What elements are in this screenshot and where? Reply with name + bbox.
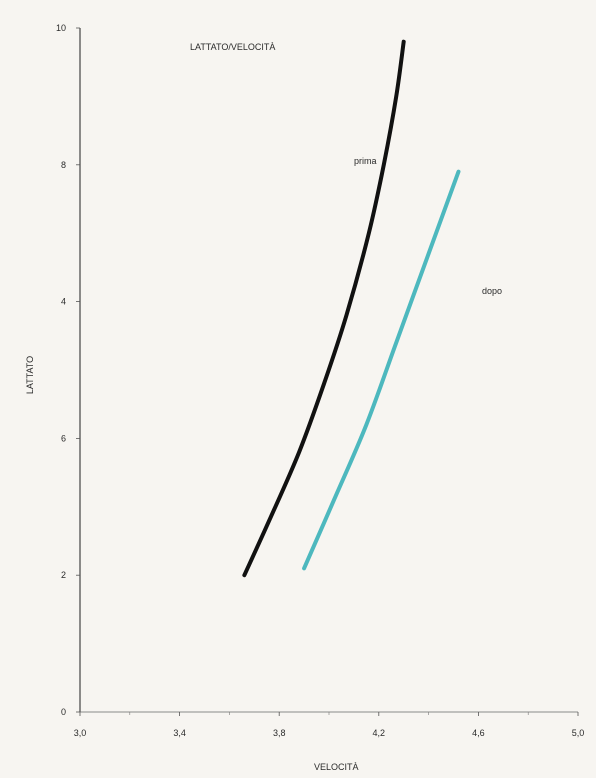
series-label-dopo: dopo: [482, 286, 502, 296]
y-tick-label: 6: [61, 433, 66, 443]
y-tick-label: 4: [61, 297, 66, 307]
x-tick-label: 4,6: [472, 728, 485, 738]
series-label-prima: prima: [354, 156, 377, 166]
y-tick-label: 10: [56, 23, 66, 33]
x-tick-label: 3,0: [74, 728, 87, 738]
y-tick-label: 2: [61, 570, 66, 580]
series-line-prima: [242, 39, 406, 578]
x-axis-label: VELOCITÀ: [314, 762, 359, 772]
x-tick-label: 5,0: [572, 728, 585, 738]
y-axis-label: LATTATO: [25, 356, 35, 394]
x-ticks: 3,0 3,4 3,8 4,2 4,6 5,0: [74, 712, 585, 738]
x-tick-label: 4,2: [373, 728, 386, 738]
series-layer: [242, 39, 461, 578]
y-ticks: 0 2 6 4 8 10: [56, 23, 80, 717]
series-line-dopo: [302, 169, 461, 571]
y-tick-label: 8: [61, 160, 66, 170]
chart-title: LATTATO/VELOCITÀ: [190, 42, 275, 52]
x-tick-label: 3,4: [173, 728, 186, 738]
x-tick-label: 3,8: [273, 728, 286, 738]
y-tick-label: 0: [61, 707, 66, 717]
